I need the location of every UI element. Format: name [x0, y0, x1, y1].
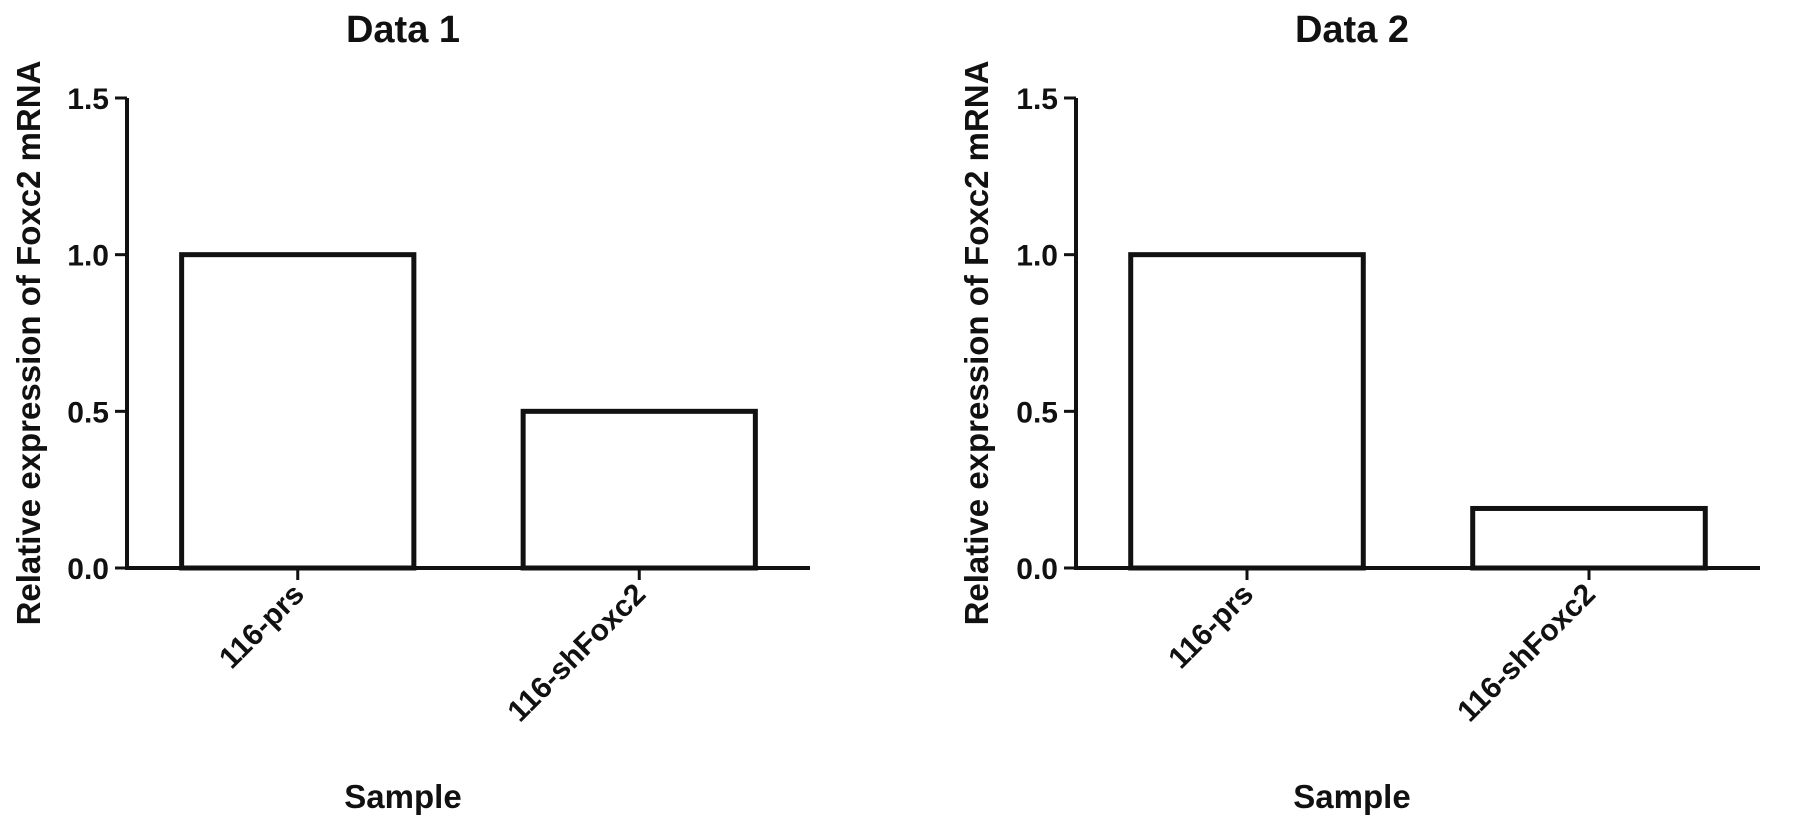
x-tick-label: 116-prs — [213, 578, 311, 676]
y-tick-label: 1.0 — [1016, 240, 1058, 273]
chart-title: Data 2 — [1295, 9, 1409, 51]
y-tick-label: 1.0 — [67, 240, 109, 273]
chart-title: Data 1 — [346, 9, 460, 51]
y-tick-label: 0.0 — [1016, 553, 1058, 586]
x-tick-label: 116-shFoxc2 — [1451, 578, 1602, 729]
y-tick-label: 0.0 — [67, 553, 109, 586]
y-tick-label: 0.5 — [1016, 396, 1058, 429]
x-axis-label: Sample — [1293, 778, 1410, 815]
x-axis-label: Sample — [344, 778, 461, 815]
y-axis-label: Relative expression of Foxc2 mRNA — [10, 61, 47, 626]
y-tick-label: 1.5 — [1016, 83, 1058, 116]
chart-panel-data-2: Data 2 Relative expression of Foxc2 mRNA… — [958, 9, 1760, 815]
bar-116-shFoxc2 — [1470, 505, 1708, 571]
y-tick-label: 0.5 — [67, 396, 109, 429]
y-axis-label: Relative expression of Foxc2 mRNA — [958, 61, 995, 626]
bar-116-shFoxc2 — [520, 408, 758, 571]
x-tick-label: 116-shFoxc2 — [502, 578, 653, 729]
bar-116-prs — [1128, 252, 1366, 571]
y-tick-label: 1.5 — [67, 83, 109, 116]
x-tick-label: 116-prs — [1162, 578, 1260, 676]
bar-116-prs — [179, 252, 417, 571]
chart-panel-data-1: Data 1 Relative expression of Foxc2 mRNA… — [10, 9, 810, 815]
